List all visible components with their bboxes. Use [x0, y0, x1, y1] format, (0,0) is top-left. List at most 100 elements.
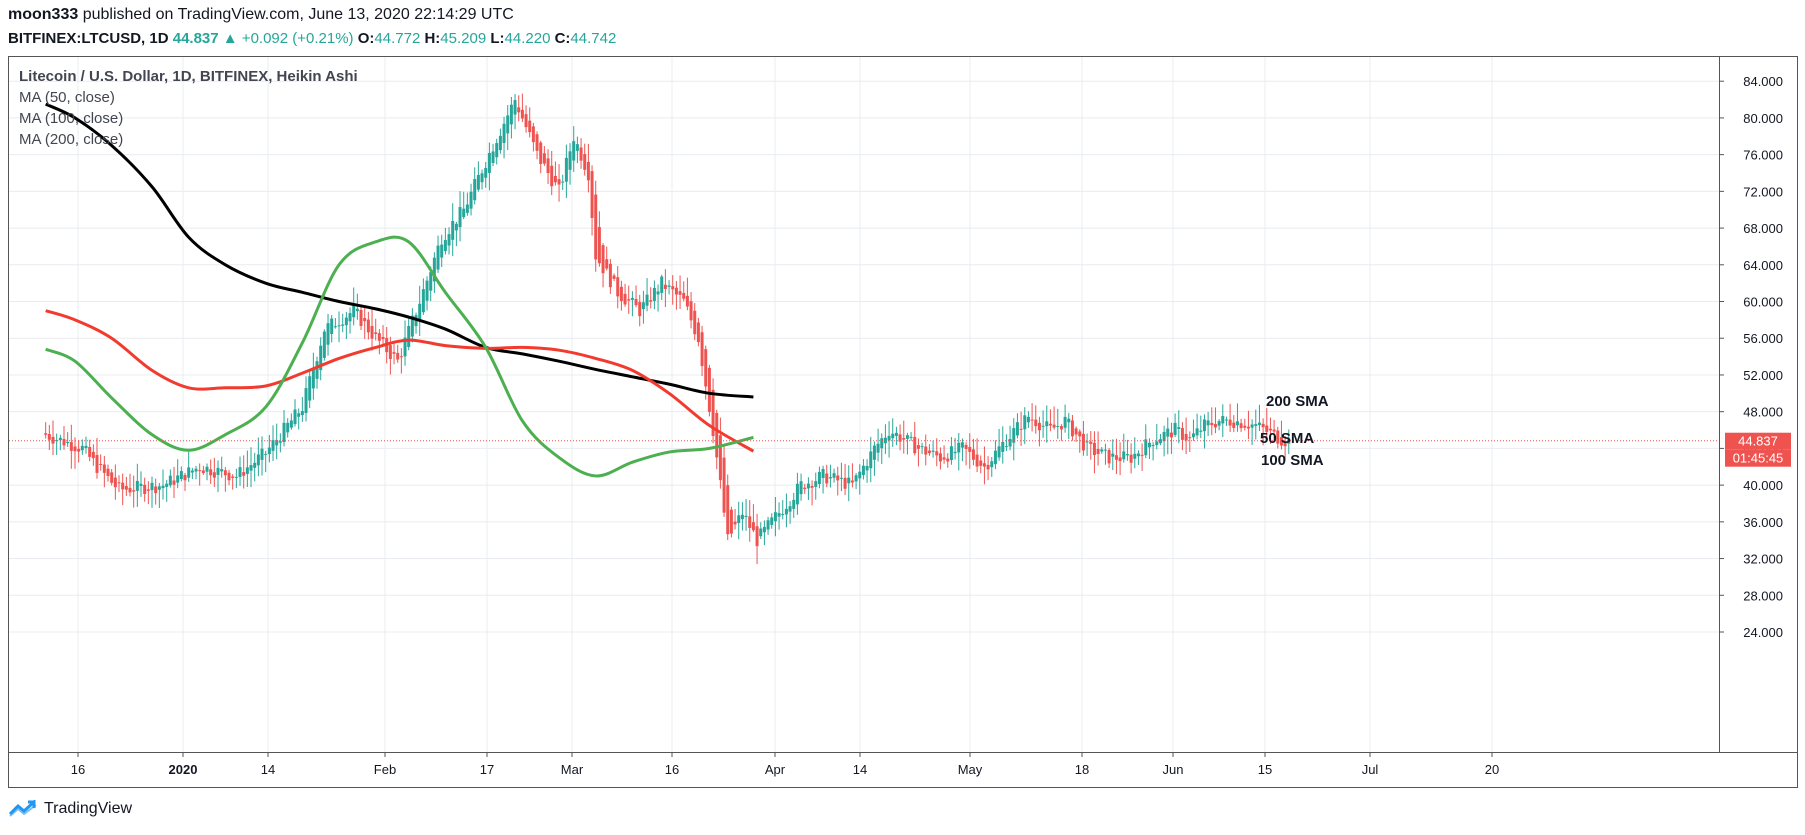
candle-body: [1243, 425, 1247, 428]
candle-body: [865, 465, 869, 471]
y-tick-label: 32.000: [1743, 552, 1783, 567]
candle-body: [645, 294, 649, 306]
candle-body: [1026, 416, 1030, 423]
candle-body: [1037, 422, 1041, 431]
candle-body: [176, 475, 180, 483]
candle-body: [707, 367, 711, 412]
candle-body: [80, 445, 84, 451]
price-axis[interactable]: [1719, 56, 1798, 753]
candle-body: [267, 447, 271, 455]
candle-body: [231, 476, 235, 478]
candle-body: [99, 463, 103, 465]
candle-body: [894, 432, 898, 436]
chart-pane[interactable]: [8, 56, 1720, 753]
publish-info: moon333 published on TradingView.com, Ju…: [8, 6, 514, 24]
candle-body: [641, 302, 645, 310]
candle-body: [744, 515, 748, 517]
candle-body: [1276, 430, 1280, 444]
candle-body: [513, 100, 517, 115]
candle-body: [696, 322, 700, 343]
candle-body: [850, 480, 854, 483]
candle-body: [814, 481, 818, 487]
candle-body: [1173, 422, 1177, 435]
candle-body: [528, 120, 532, 133]
candle-body: [971, 449, 975, 460]
candle-body: [1239, 423, 1243, 429]
annotation-label: 200 SMA: [1266, 393, 1329, 410]
candle-body: [678, 291, 682, 295]
candle-body: [88, 446, 92, 457]
symbol-info: BITFINEX:LTCUSD, 1D 44.837 ▲ +0.092 (+0.…: [8, 30, 616, 47]
candle-body: [1059, 426, 1063, 430]
candle-body: [238, 467, 242, 478]
candle-body: [44, 433, 48, 435]
candle-body: [1122, 451, 1126, 460]
candle-body: [458, 207, 462, 228]
candle-body: [1089, 441, 1093, 444]
candle-body: [1056, 426, 1060, 428]
candle-body: [803, 487, 807, 490]
candle-body: [190, 470, 194, 473]
candle-body: [502, 123, 506, 143]
candle-body: [447, 234, 451, 246]
candle-body: [777, 513, 781, 517]
candle-body: [806, 483, 810, 489]
candle-body: [51, 436, 55, 444]
moving-averages: [9, 102, 1719, 478]
y-tick-label: 60.000: [1743, 295, 1783, 310]
candle-body: [1250, 424, 1254, 428]
candle-body: [755, 526, 759, 547]
candle-body: [968, 446, 972, 452]
candle-body: [931, 450, 935, 452]
candle-body: [1001, 441, 1005, 452]
candle-body: [924, 446, 928, 455]
candle-body: [990, 461, 994, 468]
candle-body: [733, 521, 737, 525]
candle-body: [546, 158, 550, 174]
legend-ma100[interactable]: MA (100, close): [19, 110, 124, 127]
candle-body: [667, 285, 671, 287]
legend-ma200[interactable]: MA (200, close): [19, 131, 124, 148]
candle-body: [553, 175, 557, 183]
candle-body: [484, 168, 488, 178]
candle-body: [1052, 424, 1056, 428]
time-axis[interactable]: [8, 752, 1798, 788]
candle-body: [583, 154, 587, 170]
candle-body: [942, 457, 946, 460]
high-value: 45.209: [440, 30, 487, 47]
chart-legend: Litecoin / U.S. Dollar, 1D, BITFINEX, He…: [19, 66, 358, 150]
candle-body: [132, 490, 136, 492]
candle-body: [605, 259, 609, 269]
candle-body: [359, 309, 363, 326]
candle-body: [293, 409, 297, 425]
candle-body: [938, 453, 942, 462]
publisher-name[interactable]: moon333: [8, 6, 79, 23]
candle-body: [836, 475, 840, 481]
candle-body: [542, 153, 546, 164]
x-tick-label: 20: [1485, 762, 1499, 777]
candle-body: [1268, 428, 1272, 431]
candle-body: [242, 472, 246, 476]
candle-body: [454, 223, 458, 231]
candle-body: [718, 435, 722, 481]
candle-body: [1177, 427, 1181, 429]
candle-body: [689, 301, 693, 321]
candle-body: [1067, 418, 1071, 423]
candle-body: [792, 499, 796, 509]
candle-body: [781, 514, 785, 516]
candle-body: [366, 319, 370, 333]
legend-ma50[interactable]: MA (50, close): [19, 89, 115, 106]
candle-body: [1144, 439, 1148, 456]
candle-body: [124, 486, 128, 490]
candle-body: [363, 317, 367, 322]
candle-body: [685, 295, 689, 307]
x-tick-label: 14: [853, 762, 867, 777]
x-tick-label: Jul: [1362, 762, 1379, 777]
last-price: 44.837: [172, 30, 219, 47]
candle-body: [348, 313, 352, 322]
candle-body: [47, 434, 51, 440]
footer-brand[interactable]: TradingView: [44, 800, 133, 817]
candle-body: [568, 151, 572, 170]
candle-body: [1041, 425, 1045, 427]
